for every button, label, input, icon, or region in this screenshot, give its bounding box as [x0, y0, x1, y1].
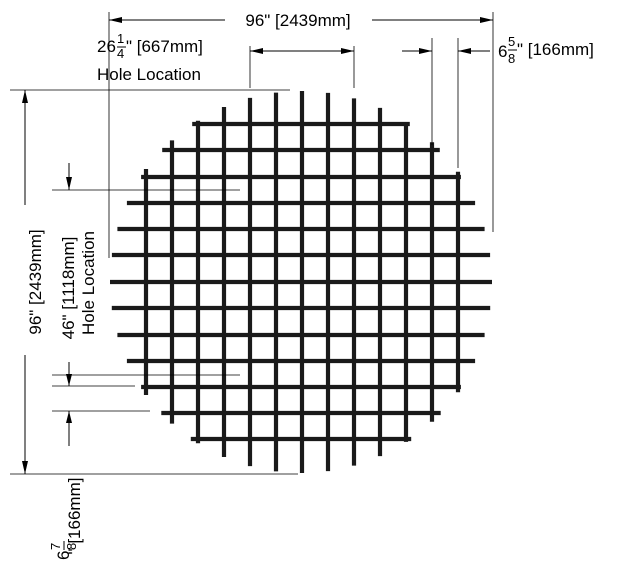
edge-offset-bottom-dimension-text: " [166mm] — [65, 478, 84, 555]
edge-offset-right-whole: 6 — [498, 42, 507, 61]
hole-location-y-dimension: 46" [1118mm] Hole Location — [59, 163, 98, 339]
edge-offset-bottom-whole: 6 — [54, 551, 73, 560]
hole-location-y-label: 46" [1118mm] — [59, 237, 78, 340]
edge-offset-bottom-dimension: " [166mm] 6 7 8 — [48, 362, 84, 560]
rebar-grid — [110, 91, 492, 473]
overall-height-dimension: 96" [2439mm] — [22, 90, 45, 474]
hole-location-x-dimension-text: " [667mm] — [126, 37, 203, 56]
overall-width-dimension: 96" [2439mm] — [109, 11, 493, 30]
overall-width-label: 96" [2439mm] — [245, 11, 350, 30]
edge-offset-right-numerator: 5 — [508, 34, 515, 49]
extension-lines — [10, 12, 494, 475]
hole-location-x-denominator: 4 — [117, 46, 124, 61]
overall-height-label: 96" [2439mm] — [26, 229, 45, 334]
edge-offset-bottom-numerator: 7 — [48, 543, 63, 550]
hole-location-y-caption: Hole Location — [79, 231, 98, 335]
edge-offset-right-denominator: 8 — [508, 51, 515, 66]
hole-location-x-whole: 26 — [97, 37, 116, 56]
hole-location-x-caption: Hole Location — [97, 65, 201, 84]
edge-offset-right-dimension: 6 5 8 " [166mm] — [402, 34, 594, 66]
hole-location-x-dimension: 26 1 4 " [667mm] Hole Location — [97, 31, 354, 84]
hole-location-x-numerator: 1 — [117, 31, 124, 46]
edge-offset-bottom-denominator: 8 — [64, 543, 79, 550]
edge-offset-right-dimension-text: " [166mm] — [517, 40, 594, 59]
